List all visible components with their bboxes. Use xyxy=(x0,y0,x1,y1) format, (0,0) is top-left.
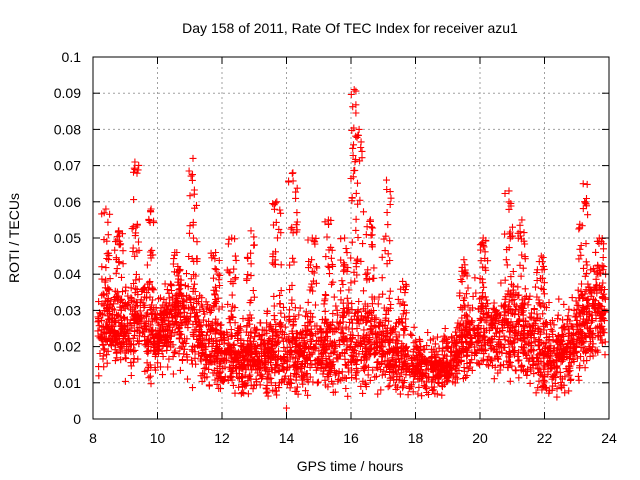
y-tick-label: 0.08 xyxy=(54,121,81,137)
roti-points xyxy=(94,86,610,412)
x-axis-label: GPS time / hours xyxy=(297,458,404,474)
y-axis-label: ROTI / TECUs xyxy=(6,193,22,283)
x-tick-label: 8 xyxy=(89,430,97,446)
y-tick-label: 0.07 xyxy=(54,158,81,174)
y-tick-label: 0.06 xyxy=(54,194,81,210)
axis-ticks xyxy=(92,56,610,420)
y-tick-label: 0.01 xyxy=(54,375,81,391)
x-tick-label: 24 xyxy=(601,430,617,446)
y-tick-label: 0.09 xyxy=(54,85,81,101)
y-tick-label: 0.1 xyxy=(62,49,82,65)
x-tick-label: 12 xyxy=(214,430,230,446)
x-tick-label: 14 xyxy=(279,430,295,446)
y-tick-labels: 0 0.01 0.02 0.03 0.04 0.05 0.06 0.07 0.08 0.09 0.1 xyxy=(54,49,81,427)
y-tick-label: 0.03 xyxy=(54,302,81,318)
data-points xyxy=(94,86,610,412)
y-tick-label: 0 xyxy=(73,411,81,427)
chart-title: Day 158 of 2011, Rate Of TEC Index for r… xyxy=(182,20,518,36)
x-tick-labels: 8 10 12 14 16 18 20 22 24 xyxy=(89,430,617,446)
y-tick-label: 0.02 xyxy=(54,339,81,355)
y-tick-label: 0.04 xyxy=(54,266,81,282)
x-tick-label: 10 xyxy=(150,430,166,446)
y-tick-label: 0.05 xyxy=(54,230,81,246)
x-tick-label: 22 xyxy=(537,430,553,446)
x-tick-label: 16 xyxy=(343,430,359,446)
x-tick-label: 20 xyxy=(472,430,488,446)
x-tick-label: 18 xyxy=(408,430,424,446)
